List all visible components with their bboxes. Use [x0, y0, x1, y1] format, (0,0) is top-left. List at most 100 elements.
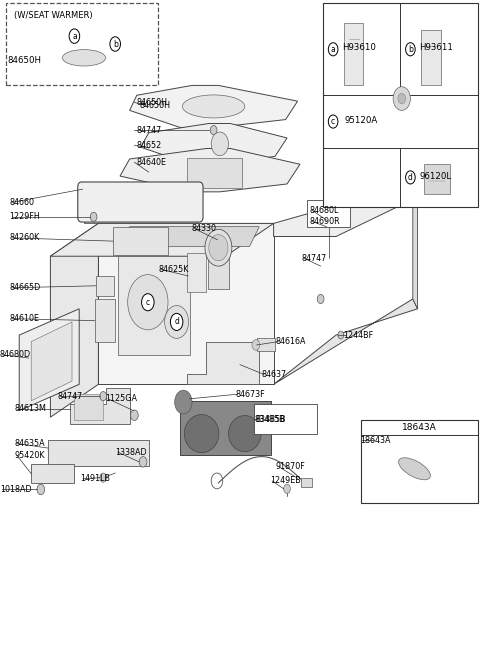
Text: 84610E: 84610E: [10, 314, 39, 323]
Bar: [208, 246, 229, 289]
Polygon shape: [274, 184, 418, 237]
Bar: [323, 3, 478, 207]
Polygon shape: [98, 223, 274, 384]
Text: 1338AD: 1338AD: [115, 447, 147, 457]
Text: 84613M: 84613M: [14, 404, 46, 413]
Text: 84635A: 84635A: [14, 439, 45, 448]
Bar: [113, 227, 168, 255]
Text: b: b: [408, 45, 413, 54]
Circle shape: [205, 229, 232, 266]
Polygon shape: [180, 401, 271, 455]
Text: a: a: [72, 32, 77, 41]
Polygon shape: [50, 223, 98, 417]
Text: 83485B: 83485B: [255, 415, 286, 424]
Bar: [96, 276, 114, 296]
Bar: [424, 164, 450, 194]
Text: 84665D: 84665D: [10, 283, 41, 292]
Text: 84330: 84330: [192, 224, 217, 233]
FancyBboxPatch shape: [78, 182, 203, 222]
Text: 84640E: 84640E: [137, 158, 167, 167]
Text: 18643A: 18643A: [360, 436, 391, 445]
Circle shape: [209, 235, 228, 261]
Text: 1229FH: 1229FH: [10, 212, 40, 221]
Circle shape: [317, 294, 324, 304]
Text: 1018AD: 1018AD: [0, 485, 32, 494]
Text: 18643A: 18643A: [402, 423, 437, 432]
Bar: [344, 23, 363, 85]
Text: 84690R: 84690R: [310, 217, 340, 226]
Polygon shape: [118, 227, 259, 246]
Text: 84650H: 84650H: [7, 56, 41, 65]
Bar: [187, 158, 242, 188]
Circle shape: [165, 306, 189, 338]
Ellipse shape: [184, 415, 219, 453]
Polygon shape: [141, 124, 287, 164]
Text: 1125GA: 1125GA: [106, 394, 138, 403]
Text: b: b: [113, 39, 118, 49]
Bar: [254, 404, 317, 434]
Circle shape: [406, 171, 415, 184]
Bar: [301, 478, 312, 487]
Polygon shape: [274, 299, 418, 384]
Text: 91870F: 91870F: [276, 462, 306, 471]
Text: 84260K: 84260K: [10, 233, 40, 242]
Circle shape: [90, 212, 97, 221]
Polygon shape: [187, 342, 259, 384]
Circle shape: [211, 132, 228, 156]
Circle shape: [100, 473, 107, 482]
Text: 84660: 84660: [10, 198, 35, 207]
Polygon shape: [413, 184, 418, 309]
Bar: [95, 299, 115, 342]
Bar: [74, 394, 103, 420]
Circle shape: [128, 275, 168, 330]
Bar: [187, 253, 206, 292]
Circle shape: [338, 331, 344, 339]
Bar: [6, 3, 158, 85]
Text: (W/SEAT WARMER): (W/SEAT WARMER): [14, 11, 93, 20]
Text: 84650H: 84650H: [139, 101, 170, 110]
Circle shape: [398, 93, 406, 104]
Circle shape: [328, 115, 338, 128]
Polygon shape: [31, 322, 72, 401]
Polygon shape: [48, 440, 149, 466]
Text: H93611: H93611: [419, 43, 453, 53]
Circle shape: [37, 484, 45, 495]
Text: 95420K: 95420K: [14, 451, 45, 460]
Text: 84637: 84637: [262, 370, 287, 379]
Text: H93610: H93610: [342, 43, 376, 53]
Circle shape: [175, 390, 192, 414]
Text: c: c: [146, 298, 150, 307]
Polygon shape: [120, 148, 300, 192]
Text: d: d: [408, 173, 413, 182]
Text: 1491LB: 1491LB: [81, 474, 110, 484]
Circle shape: [210, 125, 217, 135]
Circle shape: [406, 43, 415, 56]
Circle shape: [393, 87, 410, 110]
Text: 84680D: 84680D: [0, 350, 31, 359]
Circle shape: [328, 43, 338, 56]
Circle shape: [170, 313, 183, 330]
Bar: [257, 338, 275, 351]
Circle shape: [284, 484, 290, 493]
Polygon shape: [118, 256, 190, 355]
Polygon shape: [31, 464, 74, 483]
Polygon shape: [70, 388, 130, 424]
Text: 84673F: 84673F: [235, 390, 265, 399]
Circle shape: [142, 294, 154, 311]
Text: 1244BF: 1244BF: [343, 330, 373, 340]
Bar: [307, 200, 350, 227]
Polygon shape: [130, 85, 298, 127]
Text: 84625K: 84625K: [158, 265, 189, 274]
Text: 1249EB: 1249EB: [270, 476, 300, 486]
Text: 84747: 84747: [301, 254, 327, 263]
Text: 84616A: 84616A: [276, 337, 307, 346]
Ellipse shape: [398, 458, 431, 480]
Text: d: d: [174, 317, 179, 327]
Polygon shape: [19, 309, 79, 411]
Ellipse shape: [182, 95, 245, 118]
Text: 96120L: 96120L: [419, 171, 451, 181]
Text: 84680L: 84680L: [310, 206, 339, 215]
Text: 84747: 84747: [58, 392, 83, 401]
Circle shape: [100, 392, 107, 401]
Ellipse shape: [228, 416, 261, 452]
